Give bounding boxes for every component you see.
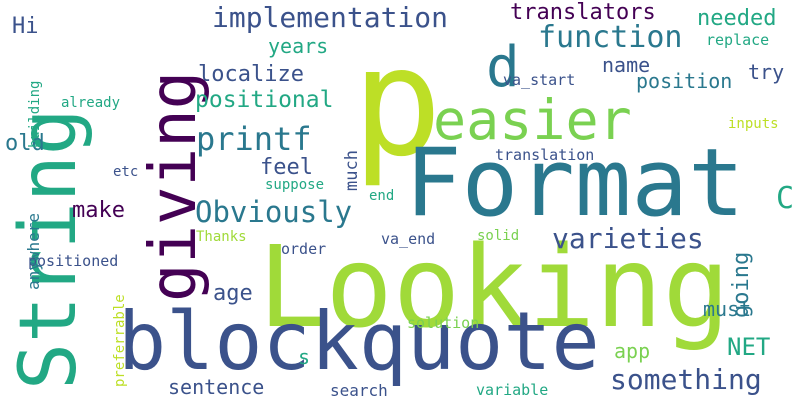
word-variable: variable bbox=[476, 381, 549, 399]
word-years: years bbox=[268, 34, 329, 58]
word-implementation: implementation bbox=[212, 1, 449, 34]
word-blockquote: blockquote bbox=[118, 295, 600, 388]
word-hi: Hi bbox=[12, 14, 39, 39]
word-va-end: va_end bbox=[381, 230, 436, 248]
word-sentence: sentence bbox=[168, 375, 265, 399]
word-solid: solid bbox=[477, 228, 520, 244]
word-positioned: positioned bbox=[28, 252, 119, 270]
word-localize: localize bbox=[198, 62, 304, 87]
word-net: NET bbox=[727, 333, 771, 361]
word-inputs: inputs bbox=[728, 116, 779, 132]
word-format: Format bbox=[405, 129, 745, 238]
word-etc: etc bbox=[113, 164, 139, 180]
word-make: make bbox=[72, 198, 125, 223]
word-anywhere: anywhere bbox=[24, 212, 43, 290]
word-suppose: suppose bbox=[265, 177, 325, 193]
word-already: already bbox=[61, 95, 121, 111]
word-varieties: varieties bbox=[552, 222, 704, 255]
word-positional: positional bbox=[195, 87, 334, 113]
word-c: C bbox=[776, 181, 795, 216]
word-age: age bbox=[213, 281, 253, 306]
word-thanks: Thanks bbox=[196, 229, 247, 245]
word-translation: translation bbox=[495, 146, 595, 164]
word-solution: solution bbox=[407, 314, 480, 332]
word-must: must bbox=[703, 297, 752, 321]
word-preferrable: preferrable bbox=[112, 294, 128, 387]
word-much: much bbox=[342, 150, 362, 191]
word-end: end bbox=[369, 188, 395, 204]
word-app: app bbox=[614, 339, 651, 363]
word-replace: replace bbox=[706, 31, 770, 49]
word-position: position bbox=[636, 69, 733, 93]
word-s: s bbox=[298, 345, 311, 369]
word-something: something bbox=[610, 363, 762, 396]
word-function: function bbox=[538, 20, 683, 55]
word-d: d bbox=[486, 35, 520, 100]
word-obviously: Obviously bbox=[195, 195, 353, 229]
word-building: building bbox=[27, 80, 43, 148]
word-old: old bbox=[5, 131, 45, 156]
word-order: order bbox=[281, 240, 327, 258]
word-name: name bbox=[602, 53, 651, 77]
word-feel: feel bbox=[260, 155, 313, 180]
word-search: search bbox=[330, 381, 388, 400]
word-try: try bbox=[748, 60, 785, 84]
word-translators: translators bbox=[510, 0, 656, 25]
word-needed: needed bbox=[697, 6, 777, 31]
word-va-start: va_start bbox=[503, 71, 576, 89]
word-p: p bbox=[352, 16, 443, 190]
word-looking: Looking bbox=[258, 223, 731, 353]
word-printf: printf bbox=[196, 120, 312, 158]
word-easier: easier bbox=[433, 88, 632, 152]
